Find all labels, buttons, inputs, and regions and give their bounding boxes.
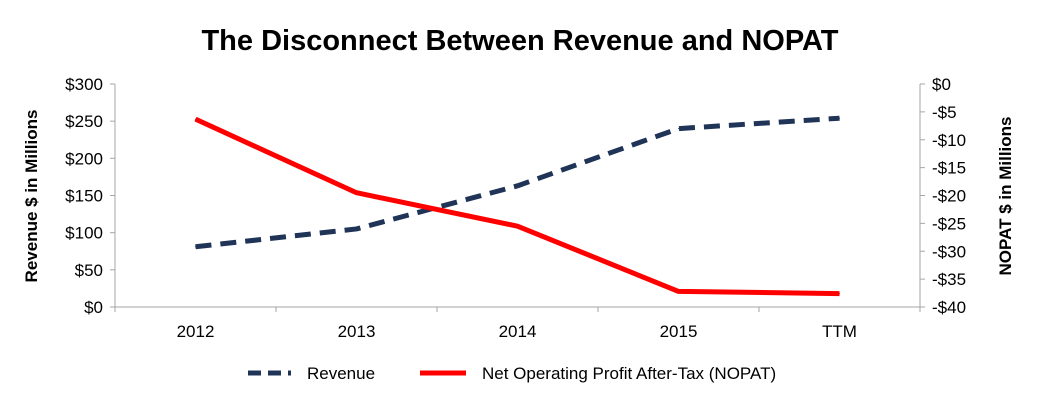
x-axis-ticks: 2012 2013 2014 2015 TTM — [114, 307, 921, 341]
data-point-revenue — [839, 117, 840, 119]
x-tick-label: 2014 — [499, 322, 537, 341]
right-tick-label: -$30 — [932, 242, 966, 261]
x-tick-label: 2012 — [177, 322, 215, 341]
right-tick-label: -$40 — [932, 298, 966, 317]
right-tick-label: -$5 — [932, 103, 957, 122]
series-line-nopat — [194, 116, 840, 297]
left-tick-label: $250 — [65, 112, 103, 131]
left-tick-label: $0 — [84, 298, 103, 317]
left-tick-label: $150 — [65, 187, 103, 206]
right-tick-label: -$15 — [932, 159, 966, 178]
right-tick-label: $0 — [932, 75, 951, 94]
series-layer — [194, 115, 840, 297]
right-tick-label: -$10 — [932, 131, 966, 150]
legend-label-revenue: Revenue — [307, 364, 375, 383]
right-axis-ticks: -$40 -$35 -$30 -$25 -$20 -$15 -$10 -$5 $0 — [920, 75, 966, 317]
data-point-revenue — [356, 228, 357, 230]
left-axis-ticks: $0 $50 $100 $150 $200 $250 $300 — [65, 75, 115, 317]
left-tick-label: $200 — [65, 149, 103, 168]
data-point-nopat — [517, 225, 518, 227]
chart-title: The Disconnect Between Revenue and NOPAT — [201, 25, 838, 57]
right-tick-label: -$35 — [932, 270, 966, 289]
right-tick-label: -$20 — [932, 187, 966, 206]
data-point-revenue — [517, 185, 518, 187]
data-point-revenue — [195, 246, 196, 248]
data-point-nopat — [195, 118, 196, 120]
left-tick-label: $300 — [65, 75, 103, 94]
left-tick-label: $100 — [65, 224, 103, 243]
x-tick-label: 2015 — [660, 322, 698, 341]
plot-area: $0$50$100$150$200$250$300 -$40-$35-$30-$… — [65, 75, 966, 341]
left-tick-label: $50 — [75, 261, 103, 280]
right-axis-title: NOPAT $ in Millions — [996, 117, 1015, 276]
data-point-nopat — [839, 293, 840, 295]
x-tick-label: 2013 — [338, 322, 376, 341]
legend-label-nopat: Net Operating Profit After-Tax (NOPAT) — [482, 364, 776, 383]
right-tick-label: -$25 — [932, 214, 966, 233]
legend: Revenue Net Operating Profit After-Tax (… — [248, 364, 776, 383]
x-tick-label: TTM — [822, 322, 857, 341]
data-point-revenue — [678, 128, 679, 130]
data-point-nopat — [356, 192, 357, 194]
left-axis-title: Revenue $ in Millions — [22, 110, 41, 283]
data-point-nopat — [678, 290, 679, 292]
